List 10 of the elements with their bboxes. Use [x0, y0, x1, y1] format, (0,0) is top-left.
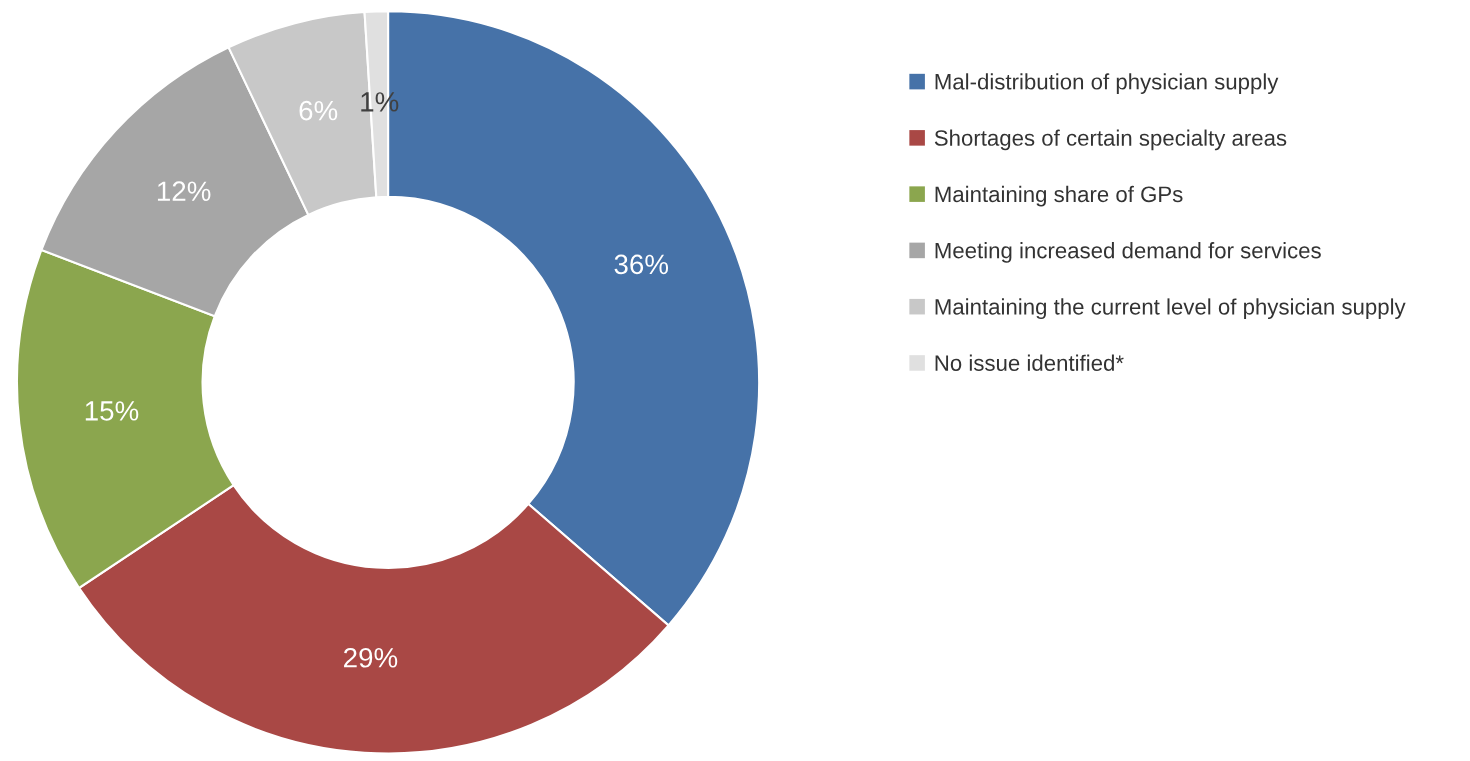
- data-label: 12%: [157, 181, 211, 201]
- legend-label: Maintaining share of GPs: [935, 185, 1183, 207]
- legend-label: Meeting increased demand for services: [935, 242, 1321, 263]
- data-label: 15%: [85, 401, 139, 421]
- data-label: 29%: [344, 647, 398, 668]
- legend-label: Maintaining the current level of physician supply: [935, 298, 1406, 320]
- legend-label: Shortages of certain specialty areas: [934, 129, 1287, 151]
- legend-label: No issue identified*: [935, 354, 1124, 371]
- data-label: 36%: [614, 254, 669, 275]
- legend-label: Mal-distribution of physician supply: [935, 73, 1279, 94]
